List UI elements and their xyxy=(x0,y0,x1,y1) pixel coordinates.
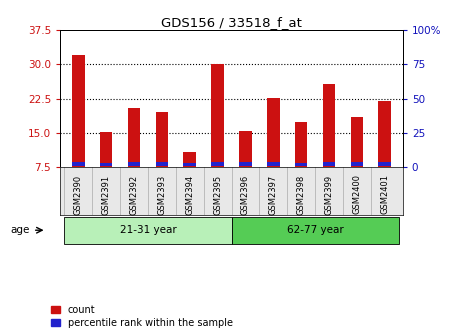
Bar xyxy=(267,98,280,167)
Text: GSM2397: GSM2397 xyxy=(269,174,278,215)
Text: GSM2400: GSM2400 xyxy=(352,174,361,214)
Bar xyxy=(183,163,196,166)
Bar xyxy=(156,162,168,166)
Bar xyxy=(378,162,391,166)
Text: GSM2393: GSM2393 xyxy=(157,174,166,215)
Bar xyxy=(239,131,252,167)
Bar xyxy=(239,162,252,166)
Bar xyxy=(100,132,113,167)
Text: age: age xyxy=(10,225,29,235)
Bar xyxy=(72,55,85,167)
Text: GSM2401: GSM2401 xyxy=(380,174,389,214)
Bar xyxy=(72,162,85,166)
Text: GSM2392: GSM2392 xyxy=(130,174,138,214)
Bar xyxy=(350,162,363,166)
Bar xyxy=(128,162,140,166)
Bar xyxy=(156,113,168,167)
Text: GSM2396: GSM2396 xyxy=(241,174,250,215)
Text: GSM2390: GSM2390 xyxy=(74,174,83,214)
Bar xyxy=(211,162,224,166)
Bar xyxy=(211,64,224,167)
Legend: count, percentile rank within the sample: count, percentile rank within the sample xyxy=(51,305,233,328)
Bar xyxy=(323,84,335,167)
Text: GSM2399: GSM2399 xyxy=(325,174,333,214)
Bar xyxy=(350,117,363,167)
Text: 21-31 year: 21-31 year xyxy=(119,225,176,235)
Bar xyxy=(295,163,307,166)
Text: GSM2391: GSM2391 xyxy=(102,174,111,214)
FancyBboxPatch shape xyxy=(64,217,232,244)
Text: GSM2394: GSM2394 xyxy=(185,174,194,214)
Text: GSM2395: GSM2395 xyxy=(213,174,222,214)
Bar xyxy=(183,152,196,167)
Bar xyxy=(100,163,113,166)
Bar xyxy=(295,122,307,167)
Text: 62-77 year: 62-77 year xyxy=(287,225,344,235)
Bar xyxy=(267,162,280,166)
Bar xyxy=(323,162,335,166)
Text: GSM2398: GSM2398 xyxy=(297,174,306,215)
Title: GDS156 / 33518_f_at: GDS156 / 33518_f_at xyxy=(161,16,302,29)
Bar xyxy=(128,108,140,167)
FancyBboxPatch shape xyxy=(232,217,399,244)
Bar xyxy=(378,101,391,167)
